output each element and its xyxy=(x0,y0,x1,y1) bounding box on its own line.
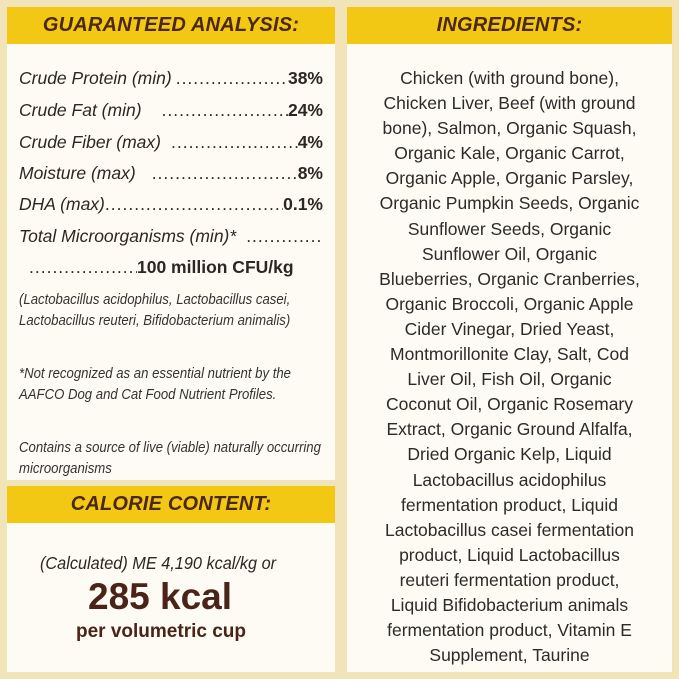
ingredients-list: Chicken (with ground bone), Chicken Liver… xyxy=(347,66,672,668)
row-label: DHA (max) xyxy=(19,194,105,214)
analysis-row-cfu: ........................................… xyxy=(25,257,321,278)
ingredients-line: Organic Kale, Organic Carrot, xyxy=(394,143,625,164)
ingredients-line: Chicken Liver, Beef (with ground xyxy=(383,93,636,114)
guaranteed-analysis-panel xyxy=(7,7,335,480)
ingredients-line: Extract, Organic Ground Alfalfa, xyxy=(386,419,633,440)
analysis-row-moisture: Moisture (max)..........................… xyxy=(19,163,323,184)
row-value: 100 million CFU/kg xyxy=(137,257,294,277)
dot-leader: ........................................… xyxy=(161,100,288,120)
ingredients-line: Liquid Bifidobacterium animals xyxy=(390,594,629,615)
analysis-row-fat: Crude Fat (min).........................… xyxy=(19,100,323,121)
dot-leader: ........................................… xyxy=(175,68,288,88)
calorie-kcal: 285 kcal xyxy=(88,576,233,617)
analysis-row-fiber: Crude Fiber (max).......................… xyxy=(19,132,323,153)
ingredients-title: INGREDIENTS: xyxy=(347,7,672,44)
ingredients-panel xyxy=(347,7,672,672)
row-value: 24% xyxy=(287,100,323,120)
dot-leader: ........................................… xyxy=(29,257,137,277)
ingredients-line: reuteri fermentation product, xyxy=(399,569,620,590)
row-value: 38% xyxy=(287,68,323,88)
ingredients-line: Organic Broccoli, Organic Apple xyxy=(385,293,634,314)
dot-leader: ........................................… xyxy=(104,194,284,214)
ingredients-line: Chicken (with ground bone), xyxy=(400,68,619,88)
ingredients-line: Blueberries, Organic Cranberries, xyxy=(379,268,640,289)
row-label: Total Microorganisms (min)* xyxy=(19,226,237,246)
strain-note: (Lactobacillus acidophilus, Lactobacillu… xyxy=(19,292,291,329)
ingredients-line: product, Liquid Lactobacillus xyxy=(399,544,620,565)
ingredients-line: Cider Vinegar, Dried Yeast, xyxy=(404,318,615,339)
row-value: 4% xyxy=(297,132,323,152)
row-label: Crude Fat (min) xyxy=(19,100,142,120)
calorie-title: CALORIE CONTENT: xyxy=(7,486,335,523)
analysis-row-dha: DHA (max)...............................… xyxy=(19,194,323,215)
ingredients-line: Liver Oil, Fish Oil, Organic xyxy=(407,369,612,390)
ingredients-line: Lactobacillus acidophilus xyxy=(412,469,607,490)
aafco-note: *Not recognized as an essential nutrient… xyxy=(19,366,292,403)
ingredients-line: Sunflower Oil, Organic xyxy=(421,243,598,264)
row-label: Moisture (max) xyxy=(19,163,136,183)
live-microorganisms-note: Contains a source of live (viable) natur… xyxy=(19,440,321,477)
analysis-row-microorganisms: Total Microorganisms (min)*.............… xyxy=(19,226,323,247)
row-label: Crude Protein (min) xyxy=(19,68,172,88)
ingredients-line: fermentation product, Vitamin E xyxy=(387,620,632,641)
row-value: 8% xyxy=(297,163,323,183)
calorie-per-cup: per volumetric cup xyxy=(76,621,246,642)
ingredients-line: Organic Pumpkin Seeds, Organic xyxy=(379,193,640,214)
dot-leader: ........................................… xyxy=(246,226,323,246)
ingredients-line: Supplement, Taurine xyxy=(429,645,590,666)
dot-leader: ........................................… xyxy=(151,163,298,183)
ingredients-line: Lactobacillus casei fermentation xyxy=(384,519,635,540)
ingredients-line: Sunflower Seeds, Organic xyxy=(407,218,612,239)
ingredients-line: Dried Organic Kelp, Liquid xyxy=(407,444,612,465)
row-label: Crude Fiber (max) xyxy=(19,132,161,152)
guaranteed-analysis-title: GUARANTEED ANALYSIS: xyxy=(7,7,335,44)
ingredients-line: Montmorillonite Clay, Salt, Cod xyxy=(390,344,629,365)
analysis-row-protein: Crude Protein (min).....................… xyxy=(19,68,323,89)
ingredients-line: Organic Apple, Organic Parsley, xyxy=(385,168,634,189)
ingredients-line: fermentation product, Liquid xyxy=(401,494,618,515)
row-value: 0.1% xyxy=(283,194,323,214)
dot-leader: ........................................… xyxy=(170,132,298,152)
calorie-calculated: (Calculated) ME 4,190 kcal/kg or xyxy=(40,553,277,573)
ingredients-line: Coconut Oil, Organic Rosemary xyxy=(385,394,634,415)
ingredients-line: bone), Salmon, Organic Squash, xyxy=(382,118,637,139)
